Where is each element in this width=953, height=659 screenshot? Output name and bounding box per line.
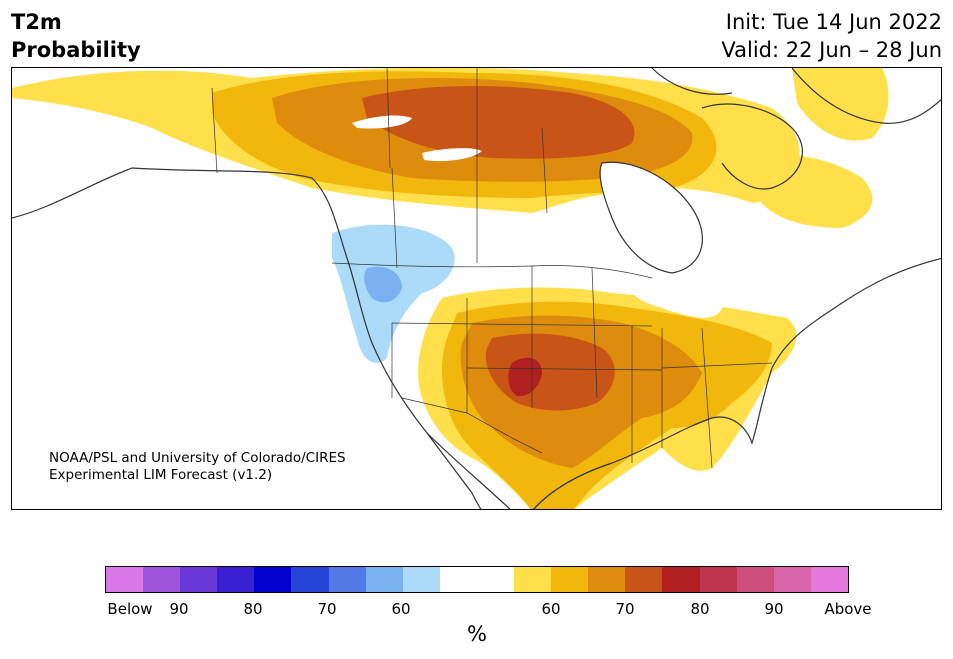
great-bear-lake xyxy=(422,148,482,162)
credit-product: Experimental LIM Forecast (v1.2) xyxy=(49,467,273,483)
valid-period: Valid: 22 Jun – 28 Jun xyxy=(721,38,942,62)
colorbar-segment xyxy=(588,567,626,592)
colorbar-segment xyxy=(106,567,144,592)
warm-region-60-baffin xyxy=(792,68,889,141)
colorbar-segment xyxy=(514,567,552,592)
colorbar-tick-label: 90 xyxy=(169,600,189,618)
colorbar-segment xyxy=(736,567,774,592)
colorbar-segment xyxy=(402,567,440,592)
init-date: Init: Tue 14 Jun 2022 xyxy=(725,10,942,34)
colorbar-segment xyxy=(773,567,811,592)
colorbar-segment xyxy=(662,567,700,592)
colorbar xyxy=(105,566,849,593)
colorbar-segment xyxy=(625,567,663,592)
colorbar-tick-label: 80 xyxy=(243,600,263,618)
colorbar-segment xyxy=(365,567,403,592)
colorbar-tick-label: Above xyxy=(824,600,872,618)
warm-region-80-us xyxy=(508,357,542,397)
colorbar-segment xyxy=(551,567,589,592)
colorbar-tick-label: 60 xyxy=(391,600,411,618)
probability-map xyxy=(12,68,941,509)
colorbar-segment xyxy=(291,567,329,592)
political-boundaries xyxy=(211,68,773,469)
warm-region-60-labrador xyxy=(747,154,873,228)
title-line-variable: T2m xyxy=(11,10,62,34)
colorbar-segment xyxy=(254,567,292,592)
great-lakes xyxy=(626,272,723,318)
colorbar-segment xyxy=(476,567,515,592)
great-slave-lake xyxy=(352,115,412,129)
warm-region-75-canada xyxy=(362,86,635,159)
map-panel[interactable] xyxy=(11,67,942,510)
colorbar-segment xyxy=(143,567,181,592)
data-credit: NOAA/PSL and University of Colorado/CIRE… xyxy=(49,450,346,484)
colorbar-segment xyxy=(699,567,737,592)
colorbar-tick-label: 80 xyxy=(690,600,710,618)
colorbar-segment xyxy=(217,567,255,592)
map-title: T2m Probability xyxy=(11,8,141,64)
forecast-dates: Init: Tue 14 Jun 2022 Valid: 22 Jun – 28… xyxy=(721,8,942,64)
coastlines xyxy=(12,68,941,509)
colorbar-tick-label: Below xyxy=(107,600,153,618)
credit-institution: NOAA/PSL and University of Colorado/CIRE… xyxy=(49,450,346,466)
colorbar-segment xyxy=(810,567,848,592)
hudson-bay xyxy=(600,162,703,273)
colorbar-segment xyxy=(439,567,477,592)
colorbar-tick-label: 70 xyxy=(317,600,337,618)
colorbar-tick-label: 60 xyxy=(541,600,561,618)
cool-region-70-pnw xyxy=(364,266,402,303)
colorbar-segment xyxy=(180,567,218,592)
colorbar-tick-label: 90 xyxy=(764,600,784,618)
colorbar-unit: % xyxy=(467,622,487,646)
title-line-quantity: Probability xyxy=(11,38,141,62)
colorbar-tick-label: 70 xyxy=(615,600,635,618)
colorbar-segment xyxy=(328,567,366,592)
